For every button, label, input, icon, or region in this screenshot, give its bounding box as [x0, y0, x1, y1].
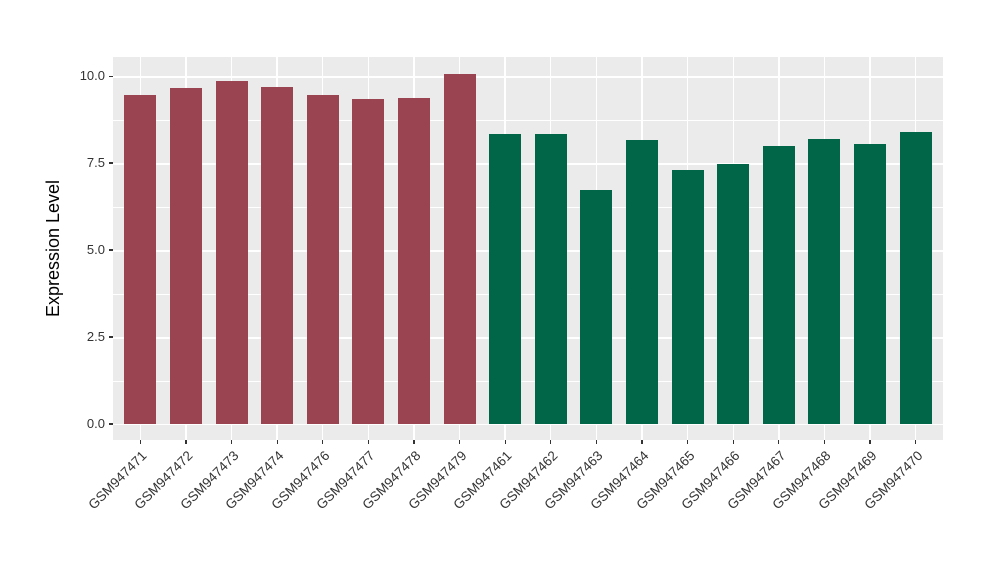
- y-tick-mark: [109, 249, 113, 251]
- bar-GSM947472: [170, 87, 202, 424]
- x-tick-mark: [823, 440, 826, 444]
- y-tick-label: 7.5: [86, 155, 105, 171]
- bar-GSM947476: [306, 95, 339, 424]
- bar-GSM947465: [671, 170, 704, 424]
- x-tick-mark: [139, 440, 141, 444]
- gridline-major: [113, 163, 943, 165]
- x-tick-mark: [641, 440, 643, 444]
- bar-GSM947463: [580, 190, 613, 424]
- gridline-minor: [113, 380, 943, 382]
- x-tick-mark: [230, 440, 233, 444]
- bar-GSM947470: [899, 132, 932, 424]
- bar-GSM947469: [854, 143, 886, 424]
- bar-GSM947461: [489, 134, 522, 424]
- gridline-minor: [113, 293, 943, 295]
- x-tick-mark: [778, 440, 780, 444]
- x-tick-mark: [687, 440, 689, 444]
- x-tick-mark: [276, 440, 278, 444]
- bar-GSM947462: [534, 134, 567, 424]
- bar-GSM947464: [626, 140, 658, 424]
- y-tick-mark: [109, 75, 113, 77]
- x-tick-mark: [504, 440, 506, 444]
- bar-GSM947477: [352, 99, 385, 424]
- bar-GSM947471: [124, 94, 157, 424]
- x-tick-mark: [413, 440, 415, 444]
- bar-GSM947466: [717, 163, 750, 424]
- y-tick-mark: [109, 336, 113, 338]
- gridline-major: [113, 337, 943, 339]
- y-tick-label: 10.0: [79, 68, 105, 84]
- x-tick-mark: [732, 440, 734, 444]
- x-tick-mark: [595, 440, 597, 444]
- y-tick-mark: [109, 423, 113, 425]
- bar-GSM947479: [443, 74, 476, 424]
- y-tick-mark: [109, 162, 113, 164]
- bar-GSM947478: [398, 97, 430, 424]
- y-tick-label: 2.5: [86, 329, 105, 345]
- x-tick-mark: [322, 440, 324, 444]
- bar-GSM947467: [762, 146, 795, 424]
- gridline-minor: [113, 206, 943, 208]
- gridline-minor: [113, 119, 943, 121]
- x-tick-mark: [185, 440, 187, 444]
- y-tick-label: 0.0: [86, 415, 105, 431]
- x-tick-mark: [458, 440, 461, 444]
- gridline-major: [113, 423, 943, 426]
- x-tick-mark: [550, 440, 552, 444]
- gridline-major: [113, 76, 943, 78]
- bar-GSM947468: [808, 139, 841, 424]
- y-tick-label: 5.0: [86, 242, 105, 258]
- x-tick-mark: [367, 440, 369, 444]
- gridline-major: [113, 250, 943, 252]
- bar-GSM947473: [215, 81, 248, 424]
- plot-panel: 0.0 2.5 5.0 7.5 10.0 GSM947471 GSM947472 GSM947…: [80, 57, 943, 512]
- y-axis-title-text: Expression Level: [43, 179, 64, 318]
- x-tick-mark: [915, 440, 917, 444]
- x-tick-mark: [869, 440, 871, 444]
- bar-GSM947474: [261, 87, 294, 424]
